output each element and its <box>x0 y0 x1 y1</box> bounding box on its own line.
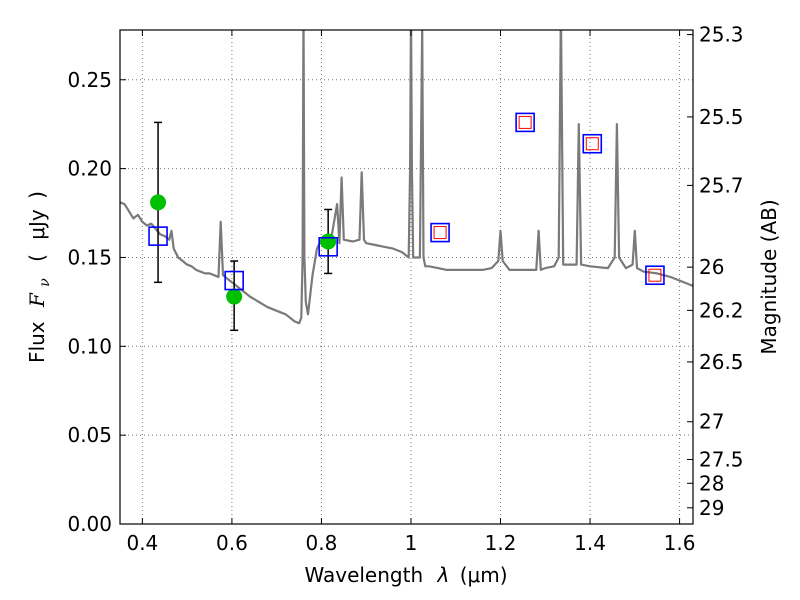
x-axis-label-prefix: Wavelength <box>304 563 423 587</box>
spectrum-line <box>120 30 693 325</box>
mag-tick-label: 26 <box>699 255 724 279</box>
y-tick-label: 0.15 <box>67 245 112 269</box>
plot-frame <box>119 29 694 525</box>
x-axis-label: Wavelength λ (μm) <box>304 563 507 587</box>
x-tick-label: 0.4 <box>126 531 158 555</box>
mag-tick-label: 28 <box>699 471 724 495</box>
axis-ticks: 0.4 0.6 0.8 1 1.2 1.4 1.6 0.00 0.05 0.10 0.15 0.20 0… <box>67 23 743 555</box>
model-square <box>515 112 535 133</box>
y-tick-label: 0.00 <box>67 512 112 536</box>
y-axis-label-close-paren: ) <box>25 191 49 199</box>
plot-area <box>120 30 693 332</box>
model-square <box>224 270 244 291</box>
mag-tick-label: 29 <box>699 496 724 520</box>
y-axis-label-symbol: F <box>25 292 49 308</box>
mag-tick-label: 25.3 <box>699 23 744 47</box>
mag-tick-label: 26.2 <box>699 298 744 322</box>
mag-tick-label: 27.5 <box>699 447 744 471</box>
mag-tick-label: 25.5 <box>699 105 744 129</box>
x-tick-label: 1.2 <box>485 531 517 555</box>
x-tick-label: 1 <box>405 531 418 555</box>
y-axis-label-subscript: ν <box>37 278 53 287</box>
y-axis-label-unit: μJy <box>25 209 49 240</box>
unobserved-square <box>433 226 447 240</box>
y-tick-label: 0.05 <box>67 423 112 447</box>
model-square <box>645 265 665 286</box>
mag-tick-label: 27 <box>699 410 724 434</box>
y-axis-label-open-paren: ( <box>25 254 49 262</box>
mag-tick-label: 25.7 <box>699 173 744 197</box>
x-axis-label-symbol: λ <box>437 563 450 587</box>
x-tick-label: 0.8 <box>306 531 338 555</box>
y-axis-label-prefix: Flux <box>25 321 49 363</box>
y2-axis-label: Magnitude (AB) <box>757 199 781 354</box>
x-tick-label: 0.6 <box>216 531 248 555</box>
unobserved-square <box>585 137 599 151</box>
x-tick-label: 1.6 <box>664 531 696 555</box>
unobserved-square <box>518 115 532 129</box>
x-tick-label: 1.4 <box>574 531 606 555</box>
observed-point <box>150 194 167 211</box>
observed-point <box>320 233 337 250</box>
plot-background <box>120 30 693 524</box>
model-square <box>582 133 603 154</box>
mag-tick-label: 26.5 <box>699 350 744 374</box>
observed-point <box>226 288 243 305</box>
model-square <box>430 222 450 243</box>
y-tick-label: 0.20 <box>67 157 112 181</box>
model-square <box>148 226 168 246</box>
y-axis-label: Flux F ν ( μJy ) <box>25 191 54 363</box>
unobserved-square <box>648 268 662 282</box>
x-axis-label-unit: (μm) <box>460 563 508 587</box>
y-tick-label: 0.25 <box>67 68 112 92</box>
model-square <box>318 236 338 257</box>
y-tick-label: 0.10 <box>67 334 112 358</box>
